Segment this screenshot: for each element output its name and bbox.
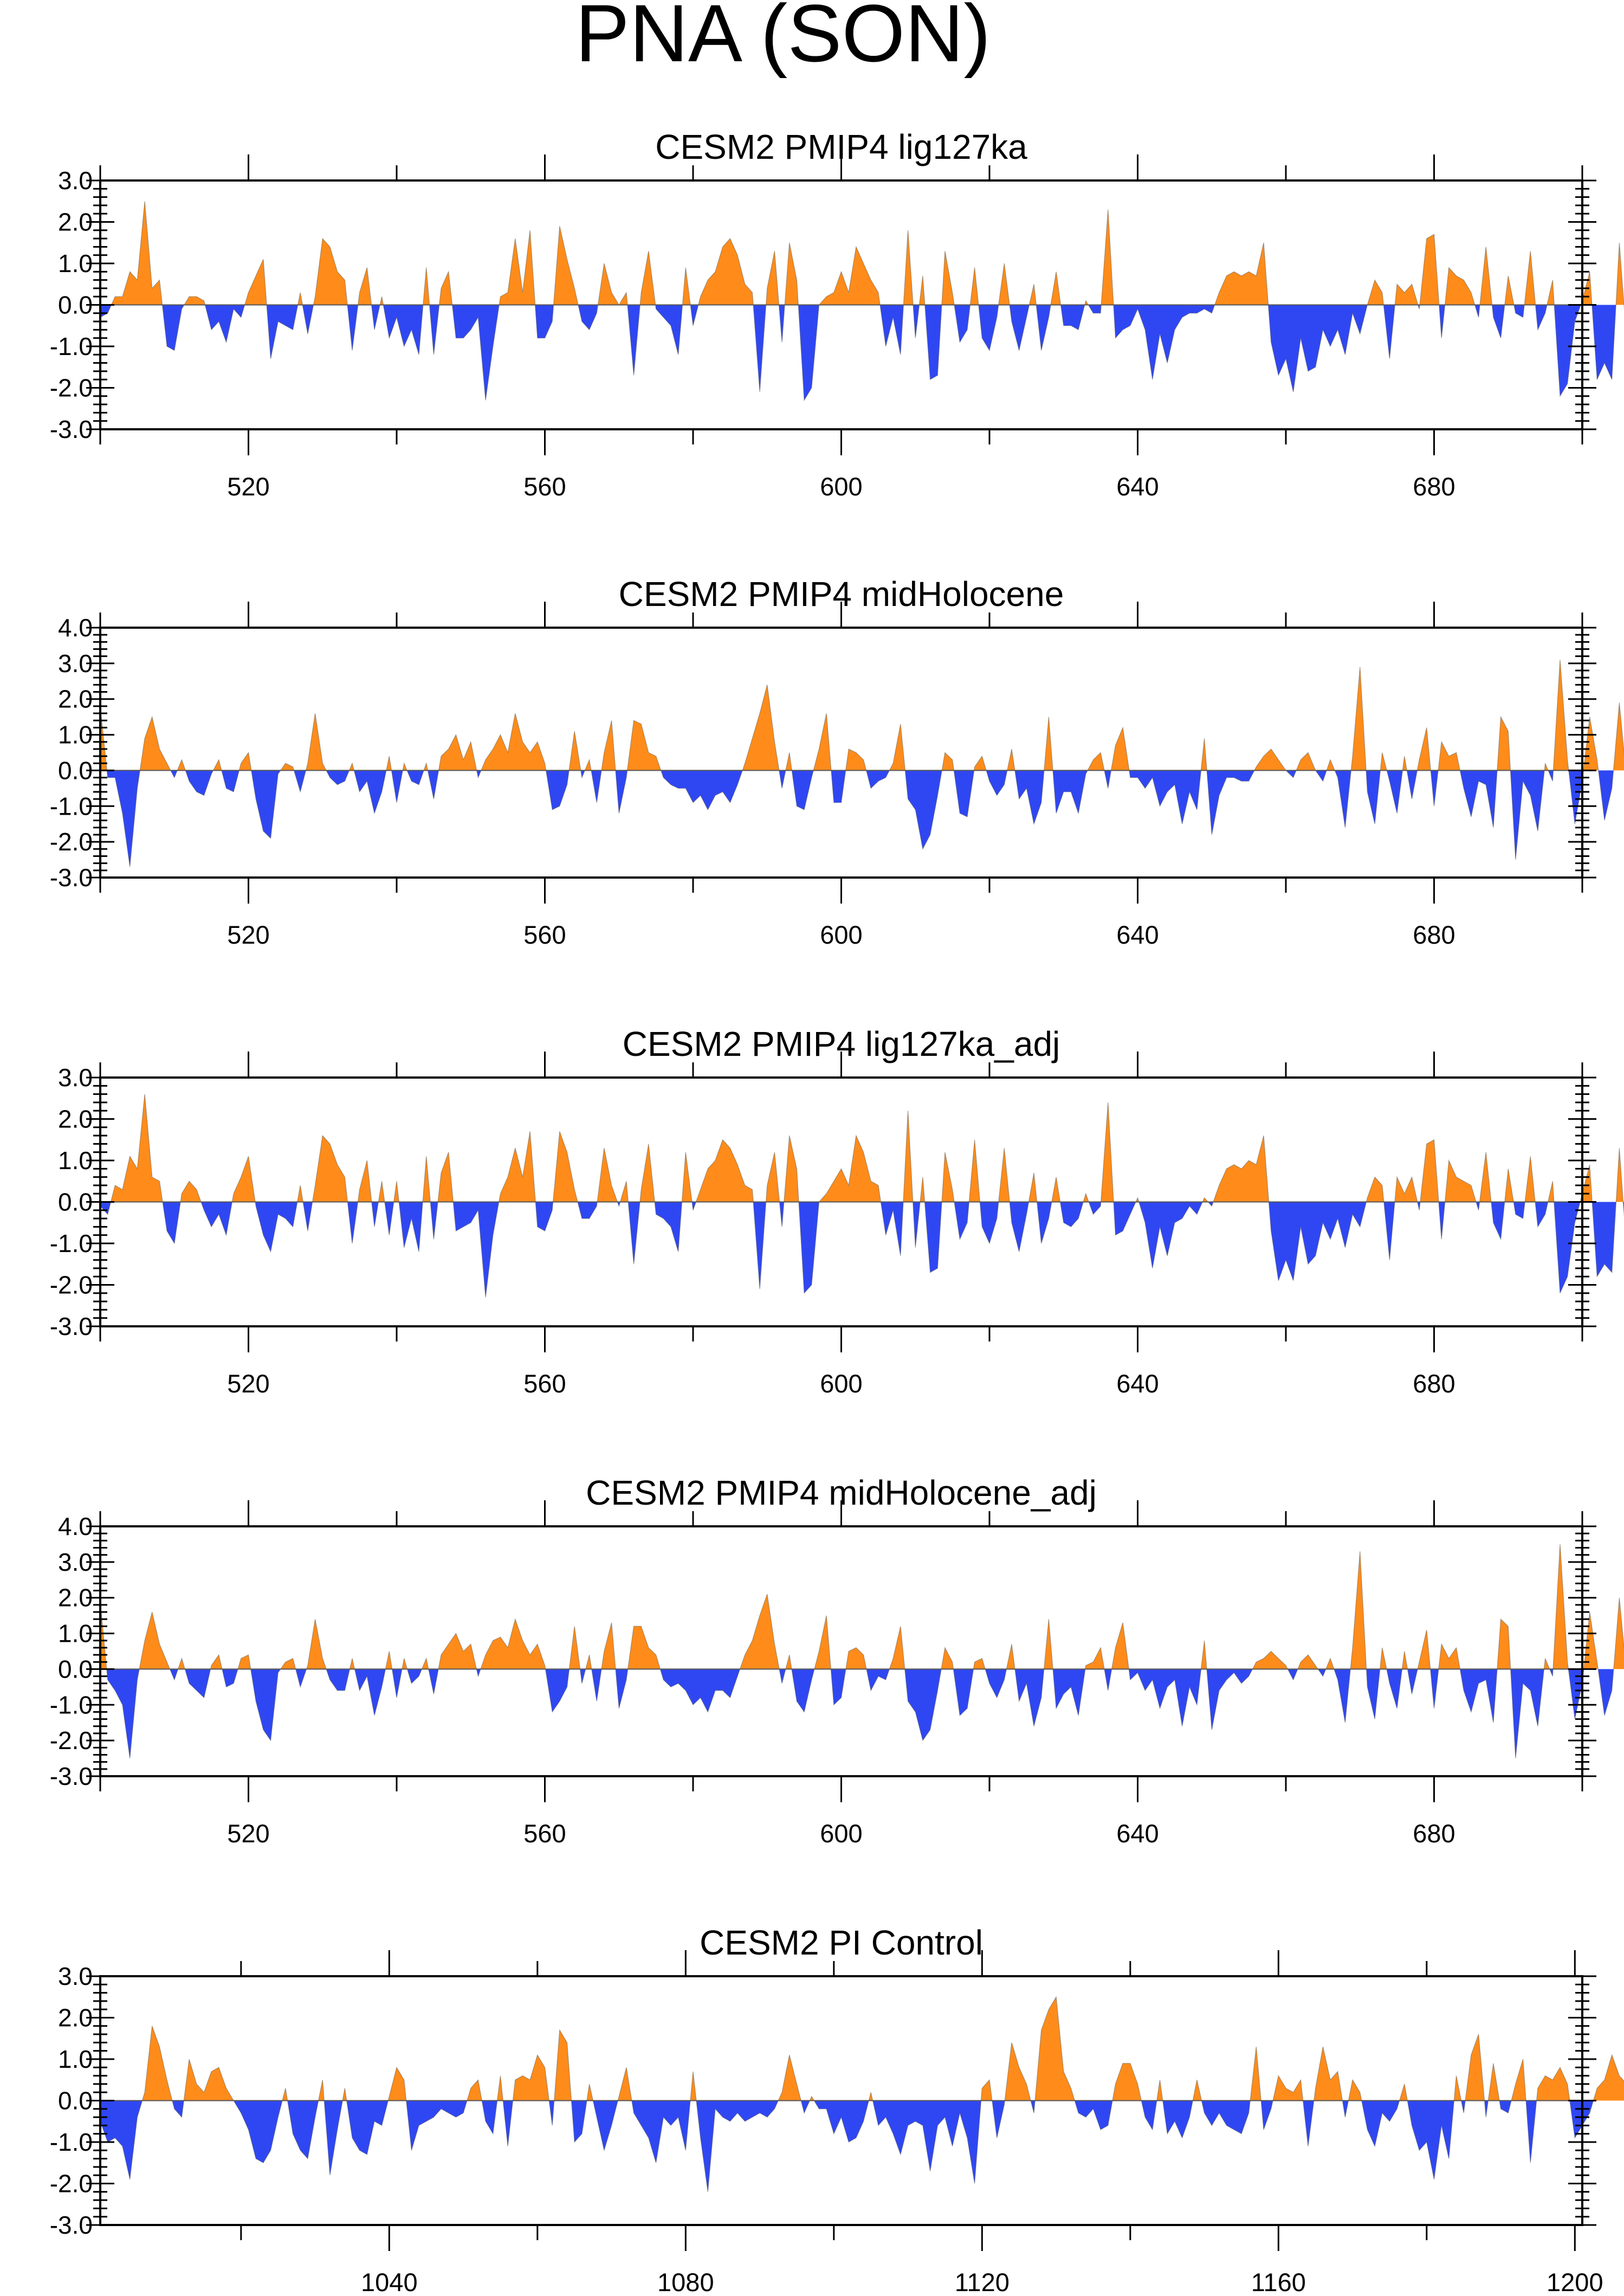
y-tick-label: -2.0 bbox=[50, 1271, 93, 1299]
x-tick-label: 520 bbox=[227, 920, 269, 949]
x-tick-label: 640 bbox=[1116, 1369, 1159, 1398]
y-tick-label: 3.0 bbox=[58, 1962, 93, 1990]
negative-area bbox=[100, 305, 1624, 401]
positive-area bbox=[111, 1094, 1623, 1202]
y-tick-label: -2.0 bbox=[50, 374, 93, 402]
x-tick-label: 680 bbox=[1413, 1369, 1455, 1398]
x-tick-label: 560 bbox=[523, 472, 566, 501]
x-tick-label: 520 bbox=[227, 472, 269, 501]
panel-1: CESM2 PMIP4 lig127ka3.02.01.00.0-1.0-2.0… bbox=[50, 127, 1624, 501]
panel-4: CESM2 PMIP4 midHolocene_adj4.03.02.01.00… bbox=[50, 1473, 1624, 1848]
negative-area bbox=[100, 1202, 1624, 1298]
y-tick-label: 0.0 bbox=[58, 291, 93, 319]
y-tick-label: -3.0 bbox=[50, 1762, 93, 1790]
positive-area bbox=[100, 660, 1624, 771]
y-tick-label: 2.0 bbox=[58, 2004, 93, 2032]
series-line bbox=[100, 1094, 1624, 1298]
y-tick-label: 1.0 bbox=[58, 721, 93, 749]
x-tick-label: 1080 bbox=[657, 2268, 714, 2296]
y-tick-label: 1.0 bbox=[58, 1146, 93, 1175]
x-tick-label: 560 bbox=[523, 1369, 566, 1398]
series-line bbox=[100, 1544, 1624, 1759]
x-tick-label: 600 bbox=[820, 920, 862, 949]
series-line bbox=[100, 1996, 1624, 2192]
positive-area bbox=[142, 1997, 1624, 2101]
y-tick-label: -2.0 bbox=[50, 2170, 93, 2198]
series-line bbox=[100, 660, 1624, 867]
y-tick-label: 2.0 bbox=[58, 1584, 93, 1612]
figure-title: PNA (SON) bbox=[575, 0, 991, 79]
positive-area bbox=[100, 1544, 1624, 1669]
y-tick-label: 0.0 bbox=[58, 2087, 93, 2115]
y-tick-label: -3.0 bbox=[50, 2211, 93, 2239]
x-tick-label: 640 bbox=[1116, 920, 1159, 949]
x-tick-label: 520 bbox=[227, 1819, 269, 1848]
y-tick-label: 2.0 bbox=[58, 685, 93, 713]
x-tick-label: 560 bbox=[523, 1819, 566, 1848]
y-tick-label: 1.0 bbox=[58, 249, 93, 278]
y-tick-label: -1.0 bbox=[50, 2128, 93, 2156]
panels: CESM2 PMIP4 lig127ka3.02.01.00.0-1.0-2.0… bbox=[50, 127, 1624, 2296]
negative-area bbox=[107, 770, 1614, 867]
y-tick-label: -3.0 bbox=[50, 415, 93, 443]
panel-title: CESM2 PI Control bbox=[700, 1923, 983, 1962]
y-tick-label: 3.0 bbox=[58, 1063, 93, 1092]
y-tick-label: 1.0 bbox=[58, 1620, 93, 1648]
x-tick-label: 1160 bbox=[1251, 2268, 1306, 2296]
x-tick-label: 600 bbox=[820, 1819, 862, 1848]
y-tick-label: -1.0 bbox=[50, 1691, 93, 1719]
x-tick-label: 640 bbox=[1116, 1819, 1159, 1848]
y-tick-label: 3.0 bbox=[58, 1548, 93, 1576]
panel-3: CESM2 PMIP4 lig127ka_adj3.02.01.00.0-1.0… bbox=[50, 1024, 1624, 1398]
y-tick-label: -1.0 bbox=[50, 792, 93, 820]
negative-area bbox=[106, 1669, 1614, 1759]
x-tick-label: 680 bbox=[1413, 472, 1455, 501]
y-tick-label: -3.0 bbox=[50, 863, 93, 892]
y-tick-label: -1.0 bbox=[50, 332, 93, 360]
y-tick-label: 3.0 bbox=[58, 649, 93, 678]
x-tick-label: 1040 bbox=[361, 2268, 418, 2296]
y-tick-label: -2.0 bbox=[50, 1726, 93, 1755]
y-tick-label: -1.0 bbox=[50, 1229, 93, 1257]
x-tick-label: 600 bbox=[820, 1369, 862, 1398]
y-tick-label: -2.0 bbox=[50, 828, 93, 856]
positive-area bbox=[111, 201, 1624, 305]
x-tick-label: 680 bbox=[1413, 1819, 1455, 1848]
x-tick-label: 680 bbox=[1413, 920, 1455, 949]
series-line bbox=[100, 201, 1624, 402]
y-tick-label: 4.0 bbox=[58, 614, 93, 642]
x-tick-label: 1200 bbox=[1547, 2268, 1603, 2296]
y-tick-label: 1.0 bbox=[58, 2045, 93, 2073]
y-tick-label: 0.0 bbox=[58, 1188, 93, 1216]
x-tick-label: 1120 bbox=[955, 2268, 1010, 2296]
panel-2: CESM2 PMIP4 midHolocene4.03.02.01.00.0-1… bbox=[50, 575, 1624, 949]
panel-5: CESM2 PI Control 3.0 2.0 1.0 0.0 -1.0 -2.0 -3.0… bbox=[50, 1923, 1624, 2296]
y-tick-label: 2.0 bbox=[58, 208, 93, 236]
y-tick-label: 3.0 bbox=[58, 166, 93, 195]
y-tick-label: 0.0 bbox=[58, 756, 93, 784]
y-tick-label: 0.0 bbox=[58, 1655, 93, 1683]
y-tick-label: -3.0 bbox=[50, 1312, 93, 1340]
y-tick-label: 2.0 bbox=[58, 1105, 93, 1133]
y-tick-label: 4.0 bbox=[58, 1512, 93, 1540]
x-tick-label: 520 bbox=[227, 1369, 269, 1398]
x-tick-label: 600 bbox=[820, 472, 862, 501]
x-tick-label: 640 bbox=[1116, 472, 1159, 501]
x-tick-label: 560 bbox=[523, 920, 566, 949]
negative-area bbox=[100, 2100, 1594, 2192]
